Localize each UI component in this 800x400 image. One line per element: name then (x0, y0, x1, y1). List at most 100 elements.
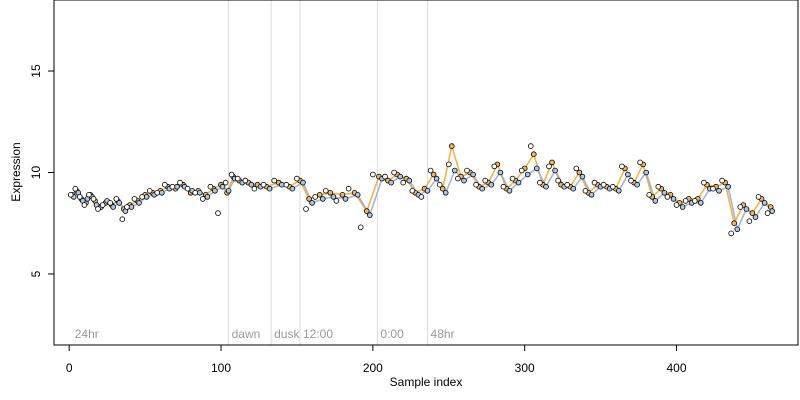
data-point (283, 181, 290, 188)
data-point (530, 151, 537, 158)
data-point (312, 194, 319, 200)
data-point (357, 224, 364, 231)
data-point (761, 200, 768, 206)
data-point (482, 177, 489, 184)
data-point (752, 214, 759, 220)
data-point (72, 185, 79, 192)
data-point (591, 179, 598, 186)
data-point (479, 185, 486, 192)
plot-frame (53, 0, 799, 346)
data-point (615, 188, 622, 194)
divider-lines (228, 0, 429, 345)
data-point (731, 220, 737, 227)
data-point (555, 177, 561, 184)
data-point (81, 202, 88, 208)
data-point (303, 206, 309, 212)
data-point (424, 188, 431, 194)
data-point (664, 194, 671, 200)
data-point (99, 202, 106, 208)
data-point (746, 218, 753, 225)
data-point (184, 185, 191, 192)
data-point (266, 185, 273, 192)
x-tick-label: 200 (363, 361, 383, 375)
y-tick-label: 15 (29, 64, 43, 78)
data-point (455, 175, 461, 182)
data-point (90, 196, 97, 202)
data-point (470, 171, 476, 178)
data-point (212, 188, 218, 194)
data-point (749, 210, 756, 216)
x-tick-label: 100 (211, 361, 231, 375)
data-point (764, 210, 771, 216)
data-point (439, 185, 446, 192)
data-point (600, 181, 607, 188)
data-point (697, 200, 704, 206)
data-point (177, 179, 183, 186)
data-point (673, 202, 680, 208)
data-point (342, 196, 349, 202)
y-tick-label: 5 (29, 270, 43, 277)
data-point (691, 198, 698, 204)
data-point (737, 204, 744, 210)
data-point (131, 196, 138, 202)
data-point (300, 179, 306, 186)
data-point (143, 194, 150, 200)
data-point (333, 198, 340, 204)
data-point (634, 181, 640, 188)
data-point (515, 179, 522, 186)
data-point (260, 181, 267, 188)
data-point (339, 192, 346, 198)
data-point (278, 181, 285, 188)
data-point (322, 188, 329, 194)
data-point (655, 183, 662, 190)
x-tick-label: 400 (667, 361, 687, 375)
data-point (204, 194, 211, 200)
data-point (154, 190, 161, 196)
data-point (316, 192, 323, 198)
data-point (710, 185, 716, 192)
data-point (661, 190, 668, 196)
data-point (652, 198, 659, 204)
data-point (294, 175, 300, 182)
data-point (537, 179, 543, 186)
data-point (743, 206, 750, 212)
x-tick-label: 300 (515, 361, 535, 375)
data-point (518, 167, 525, 174)
data-point (579, 173, 586, 180)
data-point (755, 194, 762, 200)
data-point (345, 185, 352, 192)
data-point (391, 169, 397, 176)
data-point (728, 230, 734, 237)
data-point (363, 208, 370, 214)
data-point (473, 181, 479, 188)
y-tick-label: 10 (29, 166, 43, 180)
data-point (716, 188, 722, 194)
data-point (500, 183, 507, 190)
data-point (234, 175, 241, 182)
data-point (448, 143, 455, 149)
data-point (552, 167, 558, 174)
data-point (719, 177, 725, 184)
data-point (506, 188, 513, 194)
data-point (139, 194, 145, 200)
data-point (248, 181, 255, 188)
data-point (433, 175, 440, 182)
x-axis-label: Sample index (390, 375, 463, 389)
data-point (682, 198, 689, 204)
data-point (219, 183, 226, 190)
data-point (406, 177, 413, 184)
data-point (625, 171, 631, 178)
data-point (564, 181, 570, 188)
data-point (546, 163, 552, 170)
data-point (162, 181, 168, 188)
data-point (397, 173, 404, 180)
data-point (169, 183, 176, 190)
data-point (77, 194, 83, 200)
data-point (319, 196, 326, 202)
data-point (400, 179, 407, 186)
data-point (330, 194, 337, 200)
data-point (207, 183, 214, 190)
data-point (427, 167, 434, 174)
data-point (701, 179, 707, 186)
data-point (382, 173, 388, 180)
